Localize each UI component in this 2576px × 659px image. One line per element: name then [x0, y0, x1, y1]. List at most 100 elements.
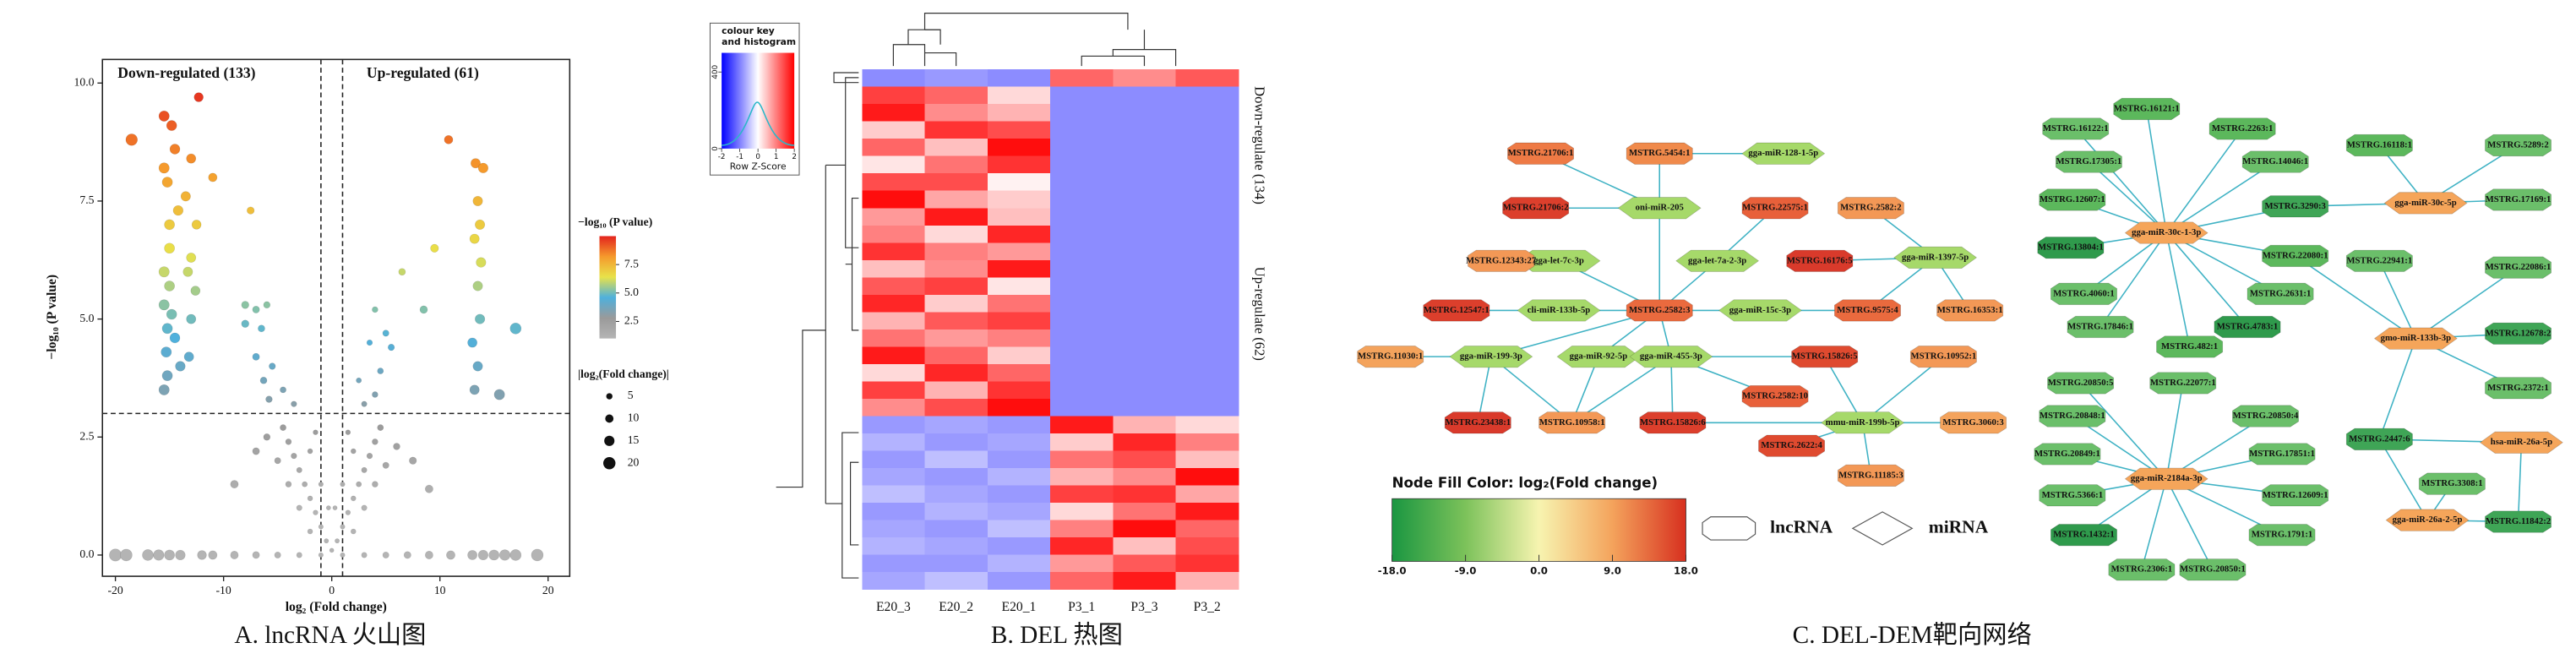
heatmap-cell — [862, 503, 925, 521]
heatmap-cell — [1175, 104, 1239, 123]
heatmap-cell — [1113, 572, 1176, 591]
point — [241, 301, 249, 309]
node-label: mmu-miR-199b-5p — [1826, 417, 1900, 428]
heatmap-cell — [1175, 450, 1239, 469]
caption: B. DEL 热图 — [991, 621, 1123, 649]
legend-shape — [1702, 516, 1756, 541]
column-label: P3_3 — [1130, 600, 1157, 614]
color-key-title: and histogram — [722, 36, 796, 47]
node-label: MSTRG.9575:4 — [1837, 305, 1898, 315]
heatmap-cell — [1175, 468, 1239, 486]
edge — [1571, 356, 1599, 423]
node-label: MSTRG.10952:1 — [1910, 351, 1976, 362]
node — [2124, 467, 2208, 490]
node — [2262, 244, 2329, 268]
color-key-tick-label: 1 — [774, 153, 779, 161]
point — [285, 438, 292, 445]
point — [307, 448, 313, 455]
node — [2345, 249, 2413, 272]
heatmap-cell — [1175, 69, 1239, 87]
node — [2485, 188, 2552, 211]
heatmap-cell — [862, 398, 925, 417]
heatmap-cell — [924, 381, 988, 400]
heatmap-cell — [924, 155, 988, 174]
node — [1741, 142, 1826, 165]
node — [1502, 197, 1570, 220]
node — [2113, 97, 2181, 121]
node — [2232, 405, 2299, 428]
heatmap-cell — [987, 450, 1051, 469]
point — [446, 550, 455, 560]
point — [252, 352, 260, 361]
node — [1936, 299, 2004, 322]
heatmap-cell — [924, 208, 988, 226]
node-label: MSTRG.12607:1 — [2040, 194, 2105, 204]
heatmap-cell — [987, 346, 1051, 365]
node-label: MSTRG.16121:1 — [2114, 103, 2180, 113]
node — [2037, 237, 2105, 259]
dendro-branch — [923, 13, 1129, 30]
heatmap-cell — [924, 485, 988, 504]
node — [2262, 195, 2329, 218]
node-label: gga-miR-15c-3p — [1729, 305, 1791, 315]
point — [291, 452, 297, 460]
heatmap-cell — [1175, 121, 1239, 139]
heatmap-cell — [924, 572, 988, 591]
node-label: MSTRG.11842:2 — [2486, 516, 2551, 526]
node — [2108, 558, 2176, 581]
legend-label: lncRNA — [1770, 516, 1833, 536]
edge — [2517, 442, 2523, 522]
heatmap-cell — [924, 86, 988, 105]
heatmap-cell — [1113, 312, 1176, 330]
heatmap-cell — [924, 121, 988, 139]
heatmap-cell — [1113, 537, 1176, 556]
point — [361, 466, 368, 473]
caption: C. DEL-DEM靶向网络 — [1793, 621, 2032, 649]
colorbar-tick-label: 7.5 — [624, 257, 639, 270]
point — [372, 438, 379, 445]
edge — [2165, 232, 2248, 328]
x-tick-label: -10 — [216, 584, 231, 596]
edge — [1490, 356, 1573, 423]
node — [1444, 411, 1511, 434]
heatmap-cell — [924, 277, 988, 296]
point — [175, 549, 186, 561]
point — [186, 253, 197, 263]
heatmap-cell — [1050, 69, 1114, 87]
heatmap-cell — [987, 312, 1051, 330]
heatmap-cell — [1050, 503, 1114, 521]
heatmap-cell — [1175, 312, 1239, 330]
node — [1718, 299, 1802, 322]
heatmap-cell — [1113, 363, 1176, 382]
point — [109, 548, 123, 562]
point — [164, 280, 175, 291]
heatmap-cell — [1050, 155, 1114, 174]
heatmap-cell — [1050, 416, 1114, 434]
point — [302, 481, 308, 487]
heatmap-cell — [924, 329, 988, 347]
node — [2124, 221, 2208, 244]
heatmap-cell — [987, 259, 1051, 278]
point — [488, 549, 500, 561]
heatmap-cell — [862, 450, 925, 469]
column-label: E20_2 — [939, 600, 973, 614]
node-label: gmo-miR-133b-3p — [2381, 333, 2452, 343]
node-label: MSTRG.482:1 — [2161, 341, 2218, 351]
point — [307, 495, 313, 502]
point — [263, 301, 271, 309]
node — [1893, 246, 1978, 269]
node-label: MSTRG.11185:3 — [1838, 470, 1903, 480]
node — [1617, 197, 1702, 220]
point — [175, 361, 186, 372]
node-label: MSTRG.4783:1 — [2217, 321, 2278, 331]
heatmap-cell — [1113, 277, 1176, 296]
heatmap-cell — [1175, 363, 1239, 382]
edge — [1571, 356, 1672, 423]
heatmap-cell — [1113, 225, 1176, 243]
node-label: gga-miR-128-1-5p — [1748, 148, 1818, 158]
point — [247, 206, 255, 215]
node-label: gga-miR-30c-1-3p — [2132, 227, 2201, 237]
node — [2039, 405, 2106, 428]
